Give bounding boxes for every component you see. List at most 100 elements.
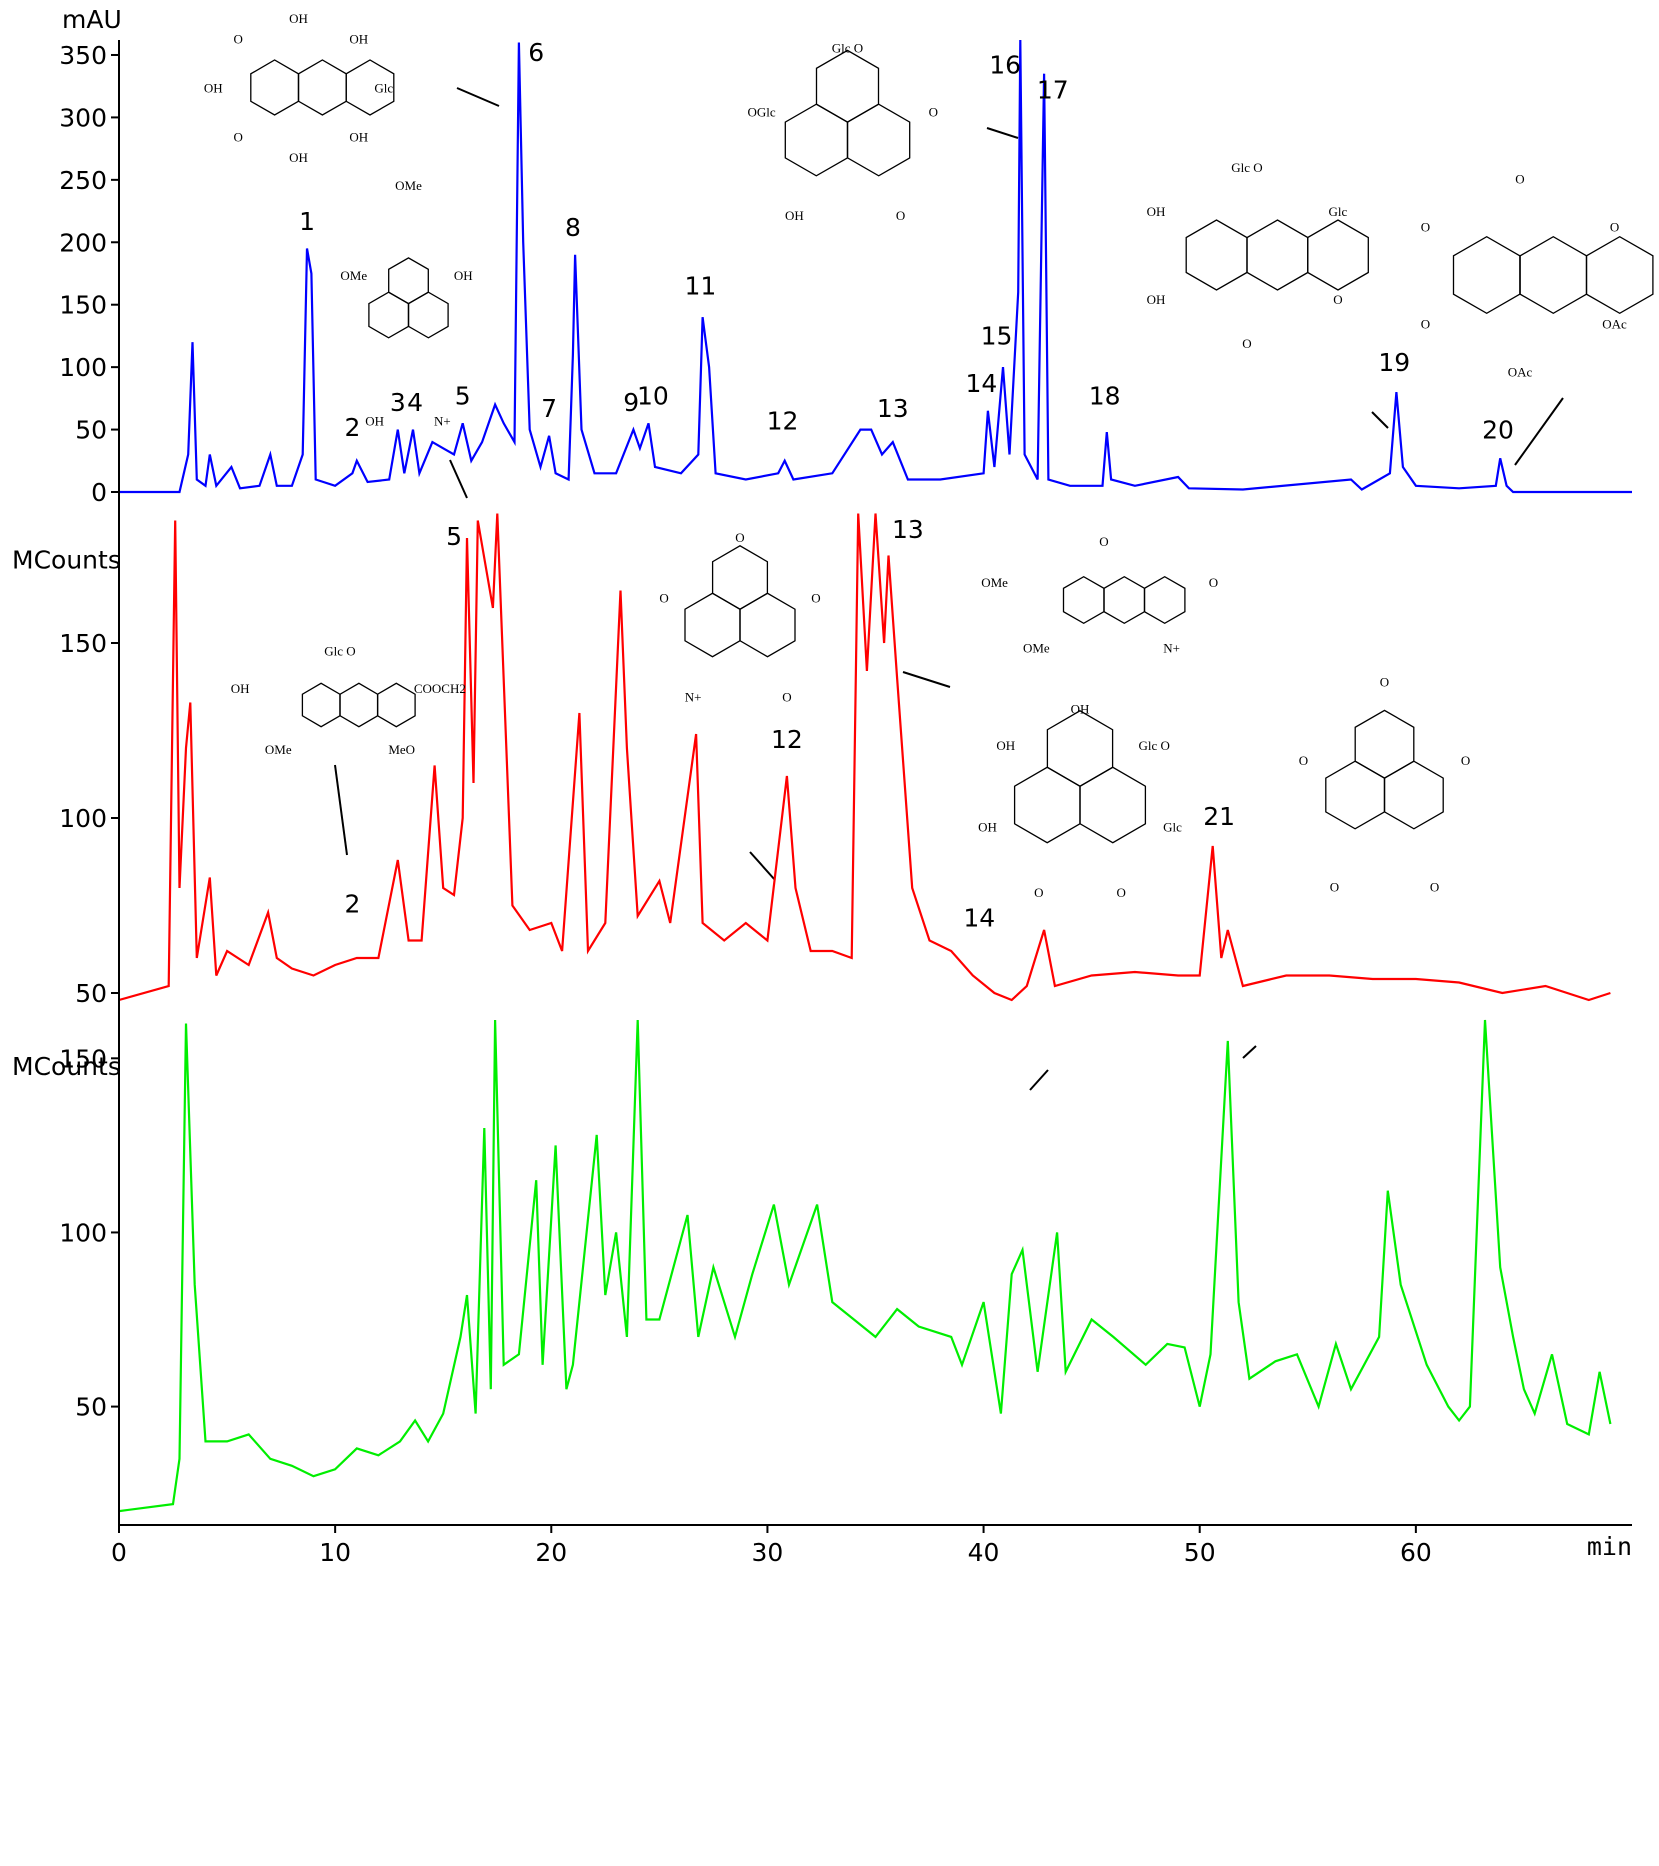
leader-line [334,764,348,856]
structure: Glc O Glc O O OH OH [1147,160,1369,351]
structure-label: OH [349,130,368,145]
leader-line [986,127,1019,139]
ring [297,59,347,116]
structure-label: O [1515,171,1524,186]
trace [119,513,1611,1002]
structure-label: OH [349,31,368,46]
x-tick-label: 20 [535,1538,567,1567]
structure-label: O [929,104,938,119]
peak-label: 10 [637,382,669,411]
structure-label: O [1209,575,1218,590]
ring [1519,235,1588,315]
structure: O O OAc OAc O O [1421,171,1654,380]
ring [1103,575,1146,625]
ring [345,59,395,116]
structure-label: O [1333,292,1342,307]
leader-line [749,851,776,881]
peak-label: 2 [344,413,360,442]
structure-label: OMe [340,268,367,283]
structure-label: O [782,689,791,704]
peak-label: 18 [1089,382,1121,411]
peak-label: 12 [771,725,803,754]
structure: O O N+ OMe OMe [981,534,1218,655]
y-axis-label: mAU [62,5,122,34]
y-tick-label: 150 [59,291,107,320]
structure-label: OH [365,413,384,428]
peak-label: 21 [1203,802,1235,831]
structure-label: OMe [981,575,1008,590]
peak-label: 14 [963,904,995,933]
x-tick-label: 50 [1184,1538,1216,1567]
structure-label: O [811,591,820,606]
ring [815,49,880,123]
ring [1246,219,1309,291]
peak-label: 2 [344,890,360,919]
structure-label: OGlc [748,104,776,119]
structure: OH Glc O Glc O O OH OH [978,701,1182,900]
peak-label: 1 [299,207,315,236]
ring [407,291,449,339]
structure-label: O [234,130,243,145]
y-tick-label: 100 [59,804,107,833]
structure-label: O [1421,316,1430,331]
structure-label: OH [1147,204,1166,219]
structure: O O O O O [1299,675,1471,895]
peak-label: 9 [623,388,639,417]
peak-label: 12 [767,407,799,436]
peak-label: 11 [685,272,717,301]
structure: OMe OH N+ OH OMe [340,178,472,429]
ring [1079,766,1147,844]
y-tick-label: 50 [75,416,107,445]
peak-label: 13 [877,394,909,423]
y-tick-label: 350 [59,41,107,70]
peak-label: 8 [565,213,581,242]
peak-label: 4 [407,388,423,417]
y-tick-label: 100 [59,1218,107,1247]
ring [1013,766,1081,844]
ring [711,545,769,610]
y-tick-label: 250 [59,166,107,195]
structure-label: O [1610,220,1619,235]
y-axis-label: MCounts [12,1052,121,1081]
structure-label: O [659,591,668,606]
structure-label: OH [1147,292,1166,307]
ring [1325,760,1386,830]
ring [1354,709,1415,779]
structure-label: N+ [1163,641,1180,656]
ring [339,682,379,728]
structure-label: N+ [434,413,451,428]
structure-label: COOCH2 [414,681,466,696]
leader-line [1029,1069,1049,1091]
x-tick-label: 0 [111,1538,127,1567]
y-tick-label: 300 [59,103,107,132]
x-tick-label: 60 [1400,1538,1432,1567]
y-tick-label: 0 [91,478,107,507]
ring [376,682,416,728]
structure-label: O [1116,885,1125,900]
structure-label: OH [289,150,308,165]
leader-line [902,671,951,688]
peak-label: 17 [1037,76,1069,105]
x-tick-label: 30 [752,1538,784,1567]
ring [846,103,911,177]
structure-label: O [896,208,905,223]
structure-label: Glc O [1139,738,1170,753]
structure-label: O [1330,880,1339,895]
ring [250,59,300,116]
structure-label: O [735,530,744,545]
structure-label: O [1299,753,1308,768]
y-tick-label: 50 [75,979,107,1008]
structure-label: OH [204,81,223,96]
peak-label: 5 [455,382,471,411]
peak-label: 3 [390,388,406,417]
structure-label: OMe [1023,641,1050,656]
peak-label: 14 [966,369,998,398]
peak-label: 15 [981,322,1013,351]
structure-label: Glc O [324,643,355,658]
structure-label: OH [289,11,308,26]
peak-label: 6 [528,38,544,67]
structure-label: O [1099,534,1108,549]
ring [1452,235,1521,315]
structure-label: OH [996,738,1015,753]
